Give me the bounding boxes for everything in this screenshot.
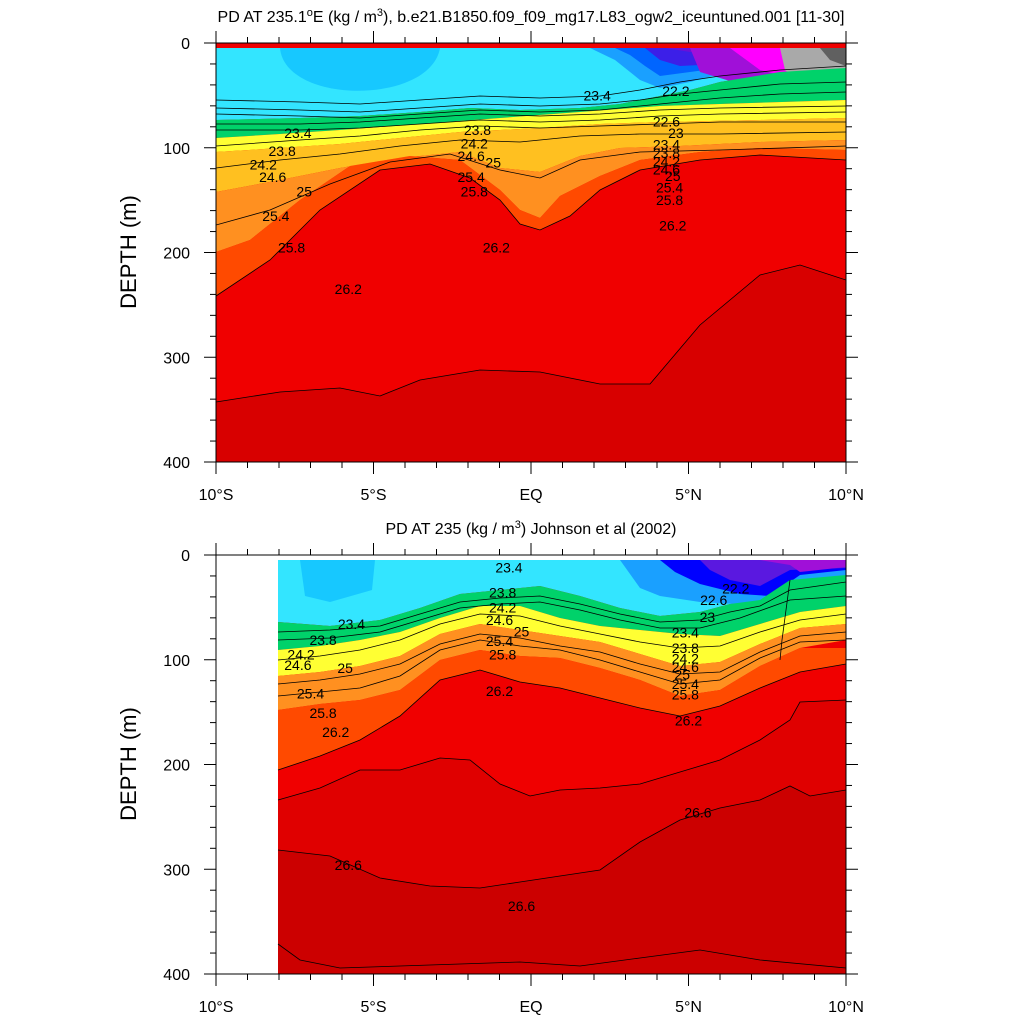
contour-label: 24.2	[653, 153, 680, 169]
contour-label: 25.8	[656, 192, 683, 208]
y-tick-label: 100	[163, 141, 190, 158]
contour-label: 25	[485, 154, 501, 170]
x-tick-label: 10°N	[828, 487, 864, 504]
contour-label: 26.2	[486, 683, 513, 699]
contour-label: 26.2	[659, 217, 686, 233]
contour-label: 23.8	[489, 585, 516, 601]
contour-label: 25.8	[672, 686, 699, 702]
contour-label: 25.4	[458, 169, 485, 185]
panel-model-x-axis: 10°S 5°S EQ 5°N 10°N	[199, 31, 864, 504]
contour-label: 24.6	[259, 169, 286, 185]
contour-label: 23.8	[653, 145, 680, 161]
x-tick-label: 5°N	[675, 999, 702, 1016]
contour-label: 24.6	[653, 162, 680, 178]
contour-label: 24.2	[250, 157, 277, 173]
contour-label: 24.6	[284, 657, 311, 673]
contour-label: 23.8	[672, 640, 699, 656]
contour-label: 23.4	[495, 560, 522, 576]
panel-model-ylabel: DEPTH (m)	[116, 195, 141, 309]
contour-label: 25.4	[672, 676, 699, 692]
contour-label: 23	[700, 609, 716, 625]
y-tick-label: 200	[163, 758, 190, 775]
y-tick-label: 200	[163, 246, 190, 263]
y-tick-label: 300	[163, 350, 190, 367]
contour-label: 25.8	[489, 647, 516, 663]
contour-label: 22.2	[662, 83, 689, 99]
y-tick-label: 0	[181, 36, 190, 53]
panel-model: PD AT 235.1oE (kg / m3), b.e21.B1850.f09…	[116, 7, 864, 504]
contour-label: 24.2	[672, 651, 699, 667]
y-tick-label: 400	[163, 455, 190, 472]
contour-label: 23.4	[672, 625, 699, 641]
contour-label: 25.4	[297, 685, 324, 701]
y-tick-label: 100	[163, 653, 190, 670]
contour-label: 23.4	[653, 137, 680, 153]
contour-label: 23.8	[309, 632, 336, 648]
contour-label: 24.6	[458, 148, 485, 164]
x-tick-label: 10°S	[199, 999, 234, 1016]
contour-label: 24.2	[287, 647, 314, 663]
x-tick-label: 5°S	[361, 999, 387, 1016]
contour-label: 24.6	[486, 612, 513, 628]
contour-label: 25.8	[461, 184, 488, 200]
panel-model-title: PD AT 235.1oE (kg / m3), b.e21.B1850.f09…	[218, 7, 845, 26]
contour-label: 26.2	[335, 281, 362, 297]
contour-label: 24.2	[461, 136, 488, 152]
panel-model-y-axis: 0 100 200 300 400	[163, 36, 858, 472]
contour-label: 25.8	[309, 705, 336, 721]
y-tick-label: 400	[163, 967, 190, 984]
contour-label: 24.6	[672, 659, 699, 675]
contour-label: 25.8	[278, 239, 305, 255]
panel-model-contour-labels: 23.423.423.824.224.62525.425.826.223.824…	[250, 83, 690, 297]
contour-label: 23.4	[284, 125, 311, 141]
contour-label: 26.2	[322, 724, 349, 740]
contour-label: 26.2	[675, 713, 702, 729]
contour-label: 25.4	[656, 180, 683, 196]
contour-label: 25	[296, 184, 312, 200]
contour-label: 23.8	[269, 143, 296, 159]
panel-observations-x-axis: 10°S 5°S EQ 5°N 10°N	[199, 543, 864, 1016]
contour-label: 22.2	[722, 581, 749, 597]
x-tick-label: 5°S	[361, 487, 387, 504]
x-tick-label: 5°N	[675, 487, 702, 504]
panel-observations-ylabel: DEPTH (m)	[116, 707, 141, 821]
contour-label: 25	[337, 660, 353, 676]
x-tick-label: EQ	[519, 487, 542, 504]
contour-label: 23.4	[584, 87, 611, 103]
contour-label: 23.8	[464, 122, 491, 138]
contour-label: 23	[668, 125, 684, 141]
x-tick-label: 10°N	[828, 999, 864, 1016]
contour-label: 26.6	[508, 898, 535, 914]
contour-label: 22.6	[700, 592, 727, 608]
contour-label: 25.4	[486, 633, 513, 649]
y-tick-label: 0	[181, 548, 190, 565]
contour-label: 25	[514, 623, 530, 639]
x-tick-label: EQ	[519, 999, 542, 1016]
contour-label: 24.2	[489, 599, 516, 615]
y-tick-label: 300	[163, 862, 190, 879]
contour-label: 26.6	[684, 805, 711, 821]
contour-label: 25	[665, 168, 681, 184]
contour-label: 26.6	[335, 857, 362, 873]
contour-label: 25.4	[262, 208, 289, 224]
panel-observations: PD AT 235 (kg / m3) Johnson et al (2002)…	[116, 519, 864, 1016]
contour-label: 26.2	[483, 239, 510, 255]
contour-label: 25	[674, 666, 690, 682]
panel-observations-contour-labels: 23.423.824.224.62525.425.826.223.423.824…	[284, 560, 749, 914]
panel-observations-filled-contours: 23.423.824.224.62525.425.826.223.423.824…	[277, 560, 846, 974]
panel-observations-title: PD AT 235 (kg / m3) Johnson et al (2002)	[385, 519, 676, 538]
panel-model-filled-contours: 23.423.423.824.224.62525.425.826.223.824…	[216, 43, 846, 462]
contour-label: 22.6	[653, 114, 680, 130]
panel-observations-y-axis: 0 100 200 300 400	[163, 548, 858, 984]
contour-label: 23.4	[338, 616, 365, 632]
x-tick-label: 10°S	[199, 487, 234, 504]
